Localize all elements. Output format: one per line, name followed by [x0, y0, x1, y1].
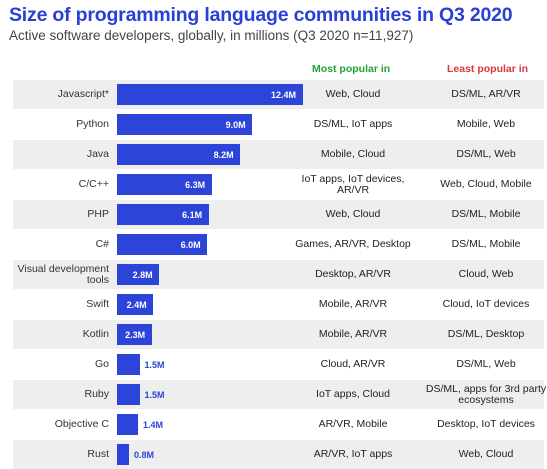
- least-popular-cell: DS/ML, Mobile: [451, 238, 521, 250]
- least-popular-cell: Web, Cloud, Mobile: [440, 178, 532, 190]
- most-popular-cell: IoT apps, Cloud: [316, 388, 390, 400]
- category-label: Kotlin: [82, 328, 109, 340]
- category-label: C#: [95, 238, 109, 250]
- table-row: Javascript* 12.4M Web, Cloud DS/ML, AR/VR: [13, 80, 544, 109]
- bar: [117, 84, 303, 105]
- least-popular-cell: DS/ML, Web: [456, 148, 516, 160]
- least-popular-cell: Web, Cloud: [458, 448, 514, 460]
- most-popular-cell: Web, Cloud: [325, 208, 381, 220]
- data-label: 1.5M: [144, 389, 165, 400]
- least-popular-cell: DS/ML, Desktop: [447, 328, 525, 340]
- data-label: 2.8M: [132, 269, 153, 280]
- bar: [117, 294, 153, 315]
- table-row: Swift 2.4M Mobile, AR/VR Cloud, IoT devices: [13, 290, 544, 319]
- least-popular-cell: DS/ML, AR/VR: [451, 88, 521, 100]
- bar: [117, 384, 140, 405]
- bar: [117, 414, 138, 435]
- chart-subtitle: Active software developers, globally, in…: [9, 28, 414, 43]
- category-label: Rust: [87, 448, 109, 460]
- data-label: 1.4M: [143, 419, 164, 430]
- bar: [117, 444, 129, 465]
- bar: [117, 264, 159, 285]
- bar: [117, 324, 152, 345]
- category-label: Swift: [86, 298, 109, 310]
- bar: [117, 174, 212, 195]
- data-label: 12.4M: [271, 89, 297, 100]
- table-row: Visual development tools 2.8M Desktop, AR/…: [13, 260, 544, 289]
- table-row: C# 6.0M Games, AR/VR, Desktop DS/ML, Mobile: [13, 230, 544, 259]
- most-popular-header: Most popular in: [312, 63, 391, 75]
- least-popular-cell: DS/ML, apps for 3rd party ecosystems: [425, 382, 547, 406]
- data-label: 2.4M: [126, 299, 147, 310]
- least-popular-cell: DS/ML, Web: [456, 358, 516, 370]
- data-label: 8.2M: [213, 149, 234, 160]
- bar: [117, 114, 252, 135]
- table-row: Objective C 1.4M AR/VR, Mobile Desktop, IoT…: [13, 410, 544, 439]
- category-label: Go: [94, 358, 109, 370]
- category-label: Ruby: [84, 388, 109, 400]
- category-label: PHP: [87, 208, 109, 220]
- most-popular-cell: AR/VR, Mobile: [318, 418, 388, 430]
- most-popular-cell: DS/ML, IoT apps: [313, 118, 393, 130]
- most-popular-cell: IoT apps, IoT devices, AR/VR: [301, 172, 405, 196]
- category-label: Java: [86, 148, 109, 160]
- least-popular-cell: Desktop, IoT devices: [437, 418, 535, 430]
- table-row: Java 8.2M Mobile, Cloud DS/ML, Web: [13, 140, 544, 169]
- data-label: 2.3M: [125, 329, 146, 340]
- category-label: Objective C: [54, 418, 109, 430]
- table-row: Go 1.5M Cloud, AR/VR DS/ML, Web: [13, 350, 544, 379]
- most-popular-cell: Web, Cloud: [325, 88, 381, 100]
- least-popular-cell: DS/ML, Mobile: [451, 208, 521, 220]
- least-popular-header: Least popular in: [447, 63, 529, 75]
- table-row: Ruby 1.5M IoT apps, Cloud DS/ML, apps for 3…: [13, 380, 547, 409]
- data-label: 0.8M: [134, 449, 155, 460]
- most-popular-cell: Mobile, AR/VR: [318, 328, 388, 340]
- table-row: Python 9.0M DS/ML, IoT apps Mobile, Web: [13, 110, 544, 139]
- table-row: PHP 6.1M Web, Cloud DS/ML, Mobile: [13, 200, 544, 229]
- most-popular-cell: Games, AR/VR, Desktop: [295, 238, 411, 250]
- bar: [117, 144, 240, 165]
- data-label: 6.0M: [180, 239, 201, 250]
- bar: [117, 234, 207, 255]
- least-popular-cell: Mobile, Web: [456, 118, 516, 130]
- table-row: Kotlin 2.3M Mobile, AR/VR DS/ML, Desktop: [13, 320, 544, 349]
- data-label: 9.0M: [225, 119, 246, 130]
- table-row: C/C++ 6.3M IoT apps, IoT devices, AR/VR Web…: [13, 170, 544, 199]
- category-label: Javascript*: [57, 88, 109, 100]
- data-label: 6.1M: [182, 209, 203, 220]
- data-label: 1.5M: [144, 359, 165, 370]
- category-label: Visual development tools: [17, 262, 109, 286]
- bar: [117, 354, 140, 375]
- data-label: 6.3M: [185, 179, 206, 190]
- category-label: C/C++: [78, 178, 109, 190]
- most-popular-cell: Mobile, Cloud: [320, 148, 386, 160]
- bar: [117, 204, 209, 225]
- table-row: Rust 0.8M AR/VR, IoT apps Web, Cloud: [13, 440, 544, 469]
- least-popular-cell: Cloud, Web: [458, 268, 514, 280]
- chart-title: Size of programming language communities…: [9, 4, 513, 26]
- most-popular-cell: AR/VR, IoT apps: [313, 448, 393, 460]
- most-popular-cell: Mobile, AR/VR: [318, 298, 388, 310]
- category-label: Python: [76, 118, 109, 130]
- most-popular-cell: Desktop, AR/VR: [315, 268, 391, 280]
- least-popular-cell: Cloud, IoT devices: [442, 298, 530, 310]
- most-popular-cell: Cloud, AR/VR: [320, 358, 386, 370]
